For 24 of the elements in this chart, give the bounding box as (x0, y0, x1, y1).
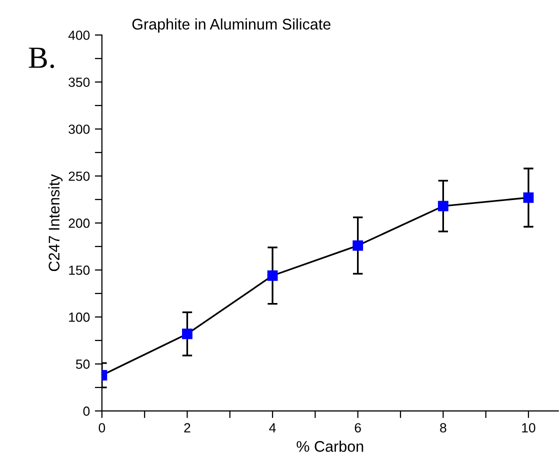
chart-title: Graphite in Aluminum Silicate (132, 18, 330, 33)
y-tick-label: 150 (69, 266, 90, 275)
point (267, 270, 278, 281)
point (182, 328, 192, 340)
y-tick-label: 100 (69, 312, 90, 322)
x-tick-label: 2 (184, 423, 190, 432)
y-tick-label: 300 (68, 124, 90, 134)
x-axis-title: % Carbon (296, 440, 364, 452)
text: B. (28, 48, 54, 68)
y-tick-label: 0 (83, 406, 90, 416)
x-tick-label: 10 (522, 423, 536, 432)
point (438, 200, 448, 212)
point (352, 240, 364, 251)
y-tick-label: 400 (68, 30, 90, 40)
y-tick-label: 200 (68, 218, 90, 228)
x-tick-label: 4 (269, 423, 276, 432)
x-tick-label: 0 (98, 423, 106, 432)
point (523, 192, 534, 203)
y-tick-label: 50 (76, 360, 90, 369)
y-tick-label: 250 (68, 172, 90, 181)
y-tick-label: 350 (68, 78, 90, 87)
x-tick-label: 6 (354, 423, 361, 432)
y-axis-title: C247 Intensity (48, 174, 63, 272)
x-tick-label: 8 (440, 423, 446, 432)
